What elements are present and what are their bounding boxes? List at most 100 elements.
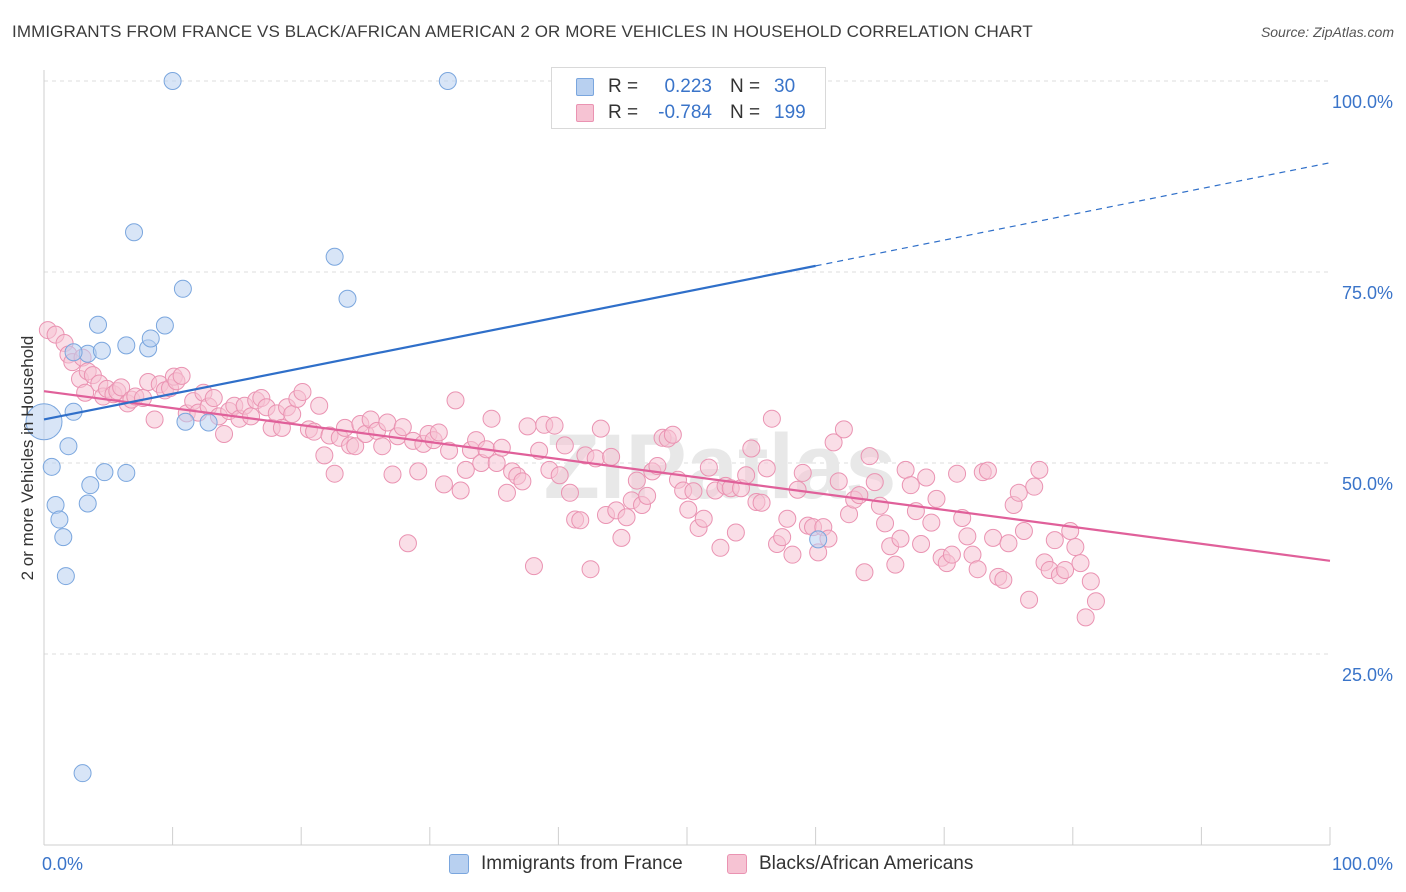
legend-swatch-blue bbox=[449, 854, 469, 874]
point-blacks-african-americans bbox=[948, 464, 967, 483]
point-blacks-african-americans bbox=[398, 534, 417, 553]
point-immigrants-from-france bbox=[117, 336, 136, 355]
point-blacks-african-americans bbox=[409, 462, 428, 481]
point-blacks-african-americans bbox=[571, 511, 590, 530]
point-blacks-african-americans bbox=[757, 459, 776, 478]
point-blacks-african-americans bbox=[783, 545, 802, 564]
r-label: R = bbox=[608, 102, 639, 123]
point-blacks-african-americans bbox=[773, 528, 792, 547]
point-immigrants-from-france bbox=[78, 494, 97, 513]
data-points bbox=[25, 72, 1105, 783]
point-blacks-african-americans bbox=[293, 382, 312, 401]
trend-line-immigrants-from-france bbox=[43, 264, 816, 421]
x-tick-label: 100.0% bbox=[1332, 854, 1393, 874]
point-blacks-african-americans bbox=[591, 419, 610, 438]
point-blacks-african-americans bbox=[1066, 538, 1085, 557]
point-blacks-african-americans bbox=[978, 461, 997, 480]
point-blacks-african-americans bbox=[429, 423, 448, 442]
point-blacks-african-americans bbox=[726, 523, 745, 542]
stats-legend: R = 0.223 N = 30 R = -0.784 N = 199 bbox=[551, 67, 826, 129]
y-tick-label: 50.0% bbox=[1342, 474, 1393, 494]
point-blacks-african-americans bbox=[968, 560, 987, 579]
point-blacks-african-americans bbox=[555, 436, 574, 455]
point-blacks-african-americans bbox=[737, 466, 756, 485]
r-value: -0.784 bbox=[658, 102, 712, 123]
source-label: Source: ZipAtlas.com bbox=[1260, 24, 1394, 40]
trend-line-blacks-african-americans bbox=[43, 390, 1331, 562]
y-tick-label: 75.0% bbox=[1342, 283, 1393, 303]
point-blacks-african-americans bbox=[901, 476, 920, 495]
point-blacks-african-americans bbox=[762, 409, 781, 428]
stats-row-pink: R = -0.784 N = 199 bbox=[576, 101, 822, 125]
point-blacks-african-americans bbox=[581, 560, 600, 579]
n-value: 199 bbox=[774, 102, 806, 123]
point-blacks-african-americans bbox=[824, 433, 843, 452]
point-blacks-african-americans bbox=[1030, 460, 1049, 479]
point-blacks-african-americans bbox=[451, 481, 470, 500]
point-blacks-african-americans bbox=[215, 424, 234, 443]
point-blacks-african-americans bbox=[346, 437, 365, 456]
point-blacks-african-americans bbox=[335, 418, 354, 437]
axes bbox=[43, 70, 1331, 846]
stats-row-blue: R = 0.223 N = 30 bbox=[576, 75, 822, 99]
point-blacks-african-americans bbox=[524, 557, 543, 576]
point-blacks-african-americans bbox=[518, 417, 537, 436]
legend-swatch-pink bbox=[727, 854, 747, 874]
grid-lines bbox=[44, 80, 1330, 655]
point-blacks-african-americans bbox=[617, 508, 636, 527]
point-blacks-african-americans bbox=[172, 366, 191, 385]
point-blacks-african-americans bbox=[560, 483, 579, 502]
tick-labels: 25.0% 50.0% 75.0% 100.0% 0.0% 100.0% bbox=[42, 92, 1393, 874]
point-blacks-african-americans bbox=[850, 486, 869, 505]
point-blacks-african-americans bbox=[204, 389, 223, 408]
point-blacks-african-americans bbox=[497, 483, 516, 502]
point-blacks-african-americans bbox=[492, 438, 511, 457]
pink-swatch bbox=[576, 104, 594, 122]
point-blacks-african-americans bbox=[694, 509, 713, 528]
point-immigrants-from-france bbox=[92, 341, 111, 360]
point-blacks-african-americans bbox=[886, 555, 905, 574]
point-blacks-african-americans bbox=[315, 446, 334, 465]
point-blacks-african-americans bbox=[778, 509, 797, 528]
legend-item-immigrants-from-france: Immigrants from France bbox=[449, 852, 683, 876]
legend-label: Immigrants from France bbox=[481, 853, 683, 874]
point-immigrants-from-france bbox=[141, 329, 160, 348]
point-blacks-african-americans bbox=[627, 471, 646, 490]
point-immigrants-from-france bbox=[54, 528, 73, 547]
point-blacks-african-americans bbox=[711, 538, 730, 557]
point-immigrants-from-france bbox=[155, 316, 174, 335]
point-blacks-african-americans bbox=[699, 458, 718, 477]
point-blacks-african-americans bbox=[922, 513, 941, 532]
y-tick-label: 25.0% bbox=[1342, 665, 1393, 685]
y-tick-label: 100.0% bbox=[1332, 92, 1393, 112]
point-blacks-african-americans bbox=[1076, 608, 1095, 627]
point-blacks-african-americans bbox=[513, 472, 532, 491]
point-immigrants-from-france bbox=[73, 764, 92, 783]
point-immigrants-from-france bbox=[89, 315, 108, 334]
point-immigrants-from-france bbox=[25, 403, 63, 441]
point-immigrants-from-france bbox=[173, 279, 192, 298]
point-immigrants-from-france bbox=[199, 413, 218, 432]
point-blacks-african-americans bbox=[1081, 572, 1100, 591]
point-blacks-african-americans bbox=[1020, 590, 1039, 609]
point-blacks-african-americans bbox=[999, 534, 1018, 553]
legend-item-blacks-african-americans: Blacks/African Americans bbox=[727, 852, 973, 876]
blue-swatch bbox=[576, 78, 594, 96]
point-blacks-african-americans bbox=[834, 420, 853, 439]
point-blacks-african-americans bbox=[242, 407, 261, 426]
point-immigrants-from-france bbox=[117, 463, 136, 482]
point-blacks-african-americans bbox=[1086, 592, 1105, 611]
point-blacks-african-americans bbox=[793, 463, 812, 482]
point-blacks-african-americans bbox=[679, 500, 698, 519]
point-blacks-african-americans bbox=[310, 396, 329, 415]
point-blacks-african-americans bbox=[487, 454, 506, 472]
point-immigrants-from-france bbox=[125, 223, 144, 242]
point-immigrants-from-france bbox=[64, 343, 83, 362]
point-blacks-african-americans bbox=[612, 528, 631, 547]
point-immigrants-from-france bbox=[81, 476, 100, 495]
point-blacks-african-americans bbox=[1025, 477, 1044, 496]
point-blacks-african-americans bbox=[383, 465, 402, 484]
point-blacks-african-americans bbox=[393, 418, 412, 437]
point-immigrants-from-france bbox=[59, 437, 78, 456]
